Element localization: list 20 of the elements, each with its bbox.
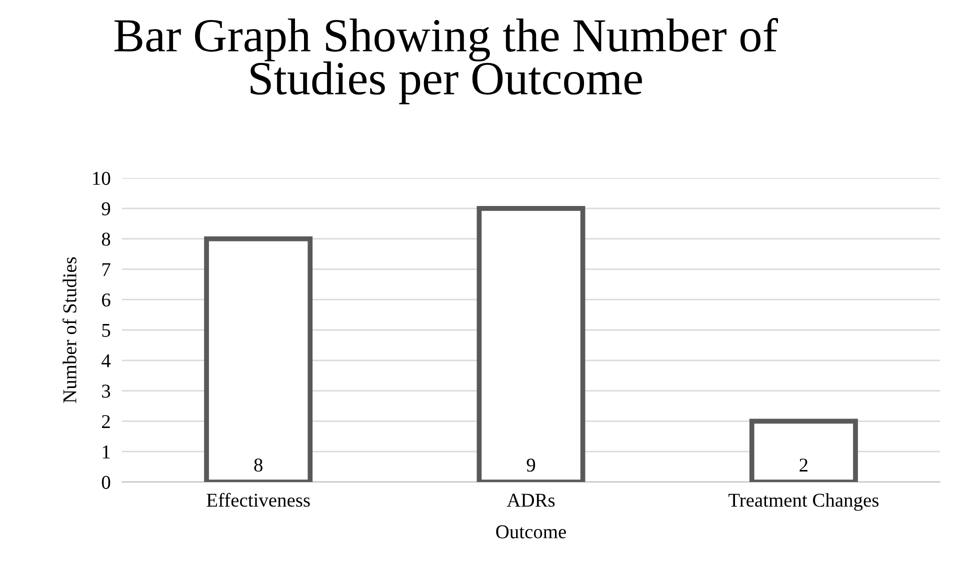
x-tick-label: Effectiveness [206, 492, 310, 507]
y-tick-label: 0 [102, 476, 110, 489]
y-tick-label: 7 [102, 263, 110, 276]
data-label: 9 [526, 458, 536, 472]
y-tick-label: 4 [102, 354, 111, 368]
x-tick-label: Treatment Changes [728, 493, 878, 511]
y-tick-label: 3 [102, 384, 110, 398]
y-tick-label: 8 [102, 232, 110, 246]
y-tick-label: 10 [93, 172, 110, 185]
chart-title: Bar Graph Showing the Number of Studies per Outcome [114, 18, 778, 104]
y-tick-label: 5 [102, 324, 110, 337]
y-axis-title: Number of Studies [62, 257, 76, 403]
x-tick-label: ADRs [506, 494, 555, 507]
y-tick-label: 6 [102, 293, 110, 307]
data-label: 8 [254, 458, 262, 472]
data-label: 2 [800, 458, 808, 472]
y-tick-label: 9 [102, 202, 110, 216]
y-tick-label: 1 [102, 446, 110, 458]
y-tick-label: 2 [102, 415, 110, 428]
x-axis-title: Outcome [496, 525, 566, 538]
